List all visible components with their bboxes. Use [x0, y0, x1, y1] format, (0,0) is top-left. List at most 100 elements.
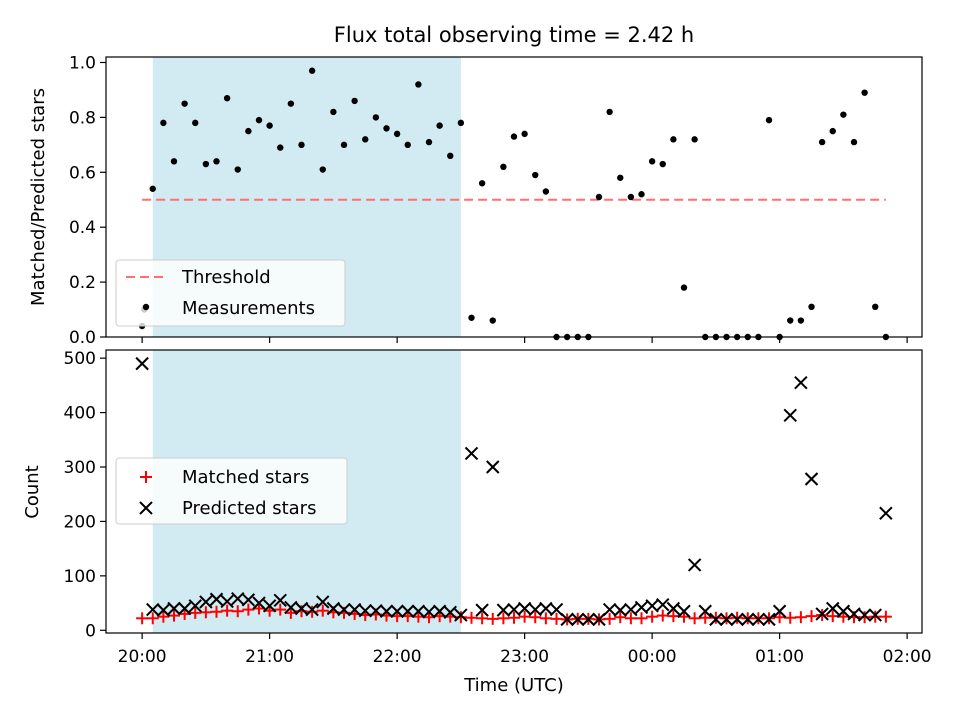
- measurement-point: [245, 127, 252, 135]
- matched-star-marker: [614, 611, 627, 624]
- predicted-star-marker: [199, 595, 213, 609]
- bottom-y-tick-label: 400: [64, 404, 96, 424]
- measurement-point: [818, 138, 826, 146]
- predicted-star-marker: [305, 602, 319, 617]
- matched-star-marker: [731, 611, 744, 624]
- matched-star-marker: [253, 602, 265, 615]
- top-y-tick-label: 0.6: [69, 163, 96, 183]
- top-x-ticks: [141, 337, 908, 343]
- measurement-point: [521, 130, 528, 138]
- predicted-star-marker: [772, 604, 787, 618]
- predicted-star-marker: [517, 601, 532, 616]
- matched-star-marker: [635, 612, 648, 625]
- predicted-star-marker: [592, 612, 606, 627]
- predicted-star-marker: [847, 607, 861, 621]
- measurement-point: [223, 94, 231, 102]
- predicted-star-marker: [624, 602, 638, 617]
- measurement-point: [393, 130, 401, 138]
- matched-star-marker: [773, 611, 786, 624]
- measurement-point: [617, 174, 624, 181]
- legend-threshold-label: Threshold: [181, 267, 271, 288]
- measurement-point: [787, 317, 794, 324]
- matched-star-marker: [858, 611, 871, 624]
- predicted-star-marker: [454, 608, 468, 622]
- predicted-star-marker: [443, 605, 457, 620]
- predicted-star-marker: [507, 602, 521, 617]
- x-tick-label: 21:00: [245, 647, 294, 667]
- top-y-tick-label: 0.0: [69, 328, 96, 348]
- measurement-point: [383, 125, 390, 132]
- predicted-star-marker: [146, 602, 160, 617]
- matched-star-marker: [231, 605, 244, 618]
- predicted-star-marker: [539, 601, 553, 616]
- matched-star-marker: [624, 612, 637, 625]
- measurement-point: [670, 136, 677, 143]
- bottom-y-tick-label: 200: [64, 512, 96, 532]
- measurement-point: [808, 303, 815, 311]
- predicted-star-marker: [347, 602, 362, 617]
- predicted-star-marker: [666, 601, 681, 616]
- predicted-star-marker: [730, 612, 744, 627]
- predicted-star-marker: [868, 608, 882, 622]
- matched-star-marker: [550, 612, 563, 625]
- measurement-point: [468, 314, 475, 321]
- predicted-star-marker: [762, 612, 776, 627]
- matched-star-marker: [221, 604, 234, 617]
- predicted-star-marker: [560, 612, 574, 627]
- predicted-star-marker: [571, 612, 585, 627]
- predicted-star-marker: [294, 601, 309, 616]
- measurement-point: [829, 127, 836, 135]
- measurement-point: [872, 303, 879, 311]
- predicted-star-marker: [496, 603, 511, 617]
- matched-legend-icon: [140, 471, 152, 483]
- measurement-point: [160, 119, 167, 127]
- matched-star-marker: [518, 610, 531, 623]
- matched-star-marker: [423, 611, 435, 624]
- predicted-star-marker: [677, 604, 691, 618]
- matched-star-marker: [136, 612, 149, 625]
- measurement-point: [595, 193, 603, 201]
- matched-star-marker: [837, 610, 850, 623]
- matched-star-marker: [656, 609, 669, 622]
- predicted-star-marker: [369, 603, 383, 618]
- predicted-star-marker: [486, 460, 500, 474]
- predicted-star-marker: [783, 408, 797, 423]
- predicted-star-marker: [645, 599, 659, 613]
- predicted-star-marker: [549, 602, 564, 617]
- measurement-point: [840, 111, 847, 118]
- matched-star-marker: [157, 610, 170, 623]
- predicted-star-marker: [581, 612, 596, 627]
- measurement-point: [680, 284, 688, 291]
- measurement-point: [319, 166, 326, 173]
- predicted-star-marker: [167, 601, 181, 616]
- predicted-star-marker: [602, 602, 617, 617]
- measurement-point: [691, 136, 698, 143]
- predicted-star-marker: [794, 375, 808, 390]
- predicted-star-marker: [687, 558, 702, 572]
- predicted-markers: [135, 356, 893, 627]
- matched-star-marker: [412, 610, 425, 623]
- matched-star-marker: [879, 610, 892, 623]
- predicted-star-marker: [316, 595, 330, 609]
- matched-star-marker: [508, 611, 520, 624]
- bottom-y-tick-label: 300: [64, 458, 96, 478]
- predicted-star-marker: [656, 597, 670, 612]
- matched-star-marker: [476, 612, 489, 625]
- legend-predicted-label: Predicted stars: [182, 498, 316, 519]
- predicted-star-marker: [273, 593, 287, 608]
- measurement-point: [648, 158, 656, 165]
- matched-star-marker: [146, 612, 159, 625]
- predicted-star-marker: [698, 604, 712, 618]
- x-tick-label: 01:00: [755, 647, 804, 667]
- x-tick-label: 22:00: [373, 647, 422, 667]
- measurement-point: [330, 108, 337, 116]
- predicted-star-marker: [188, 599, 202, 613]
- measurement-point: [351, 97, 358, 105]
- predicted-star-marker: [284, 600, 298, 615]
- measurement-point: [266, 122, 273, 129]
- x-tick-label: 02:00: [883, 647, 932, 667]
- measurement-point: [447, 152, 454, 160]
- measurement-point: [340, 141, 348, 149]
- measurement-point: [638, 191, 645, 198]
- measurement-point: [149, 185, 156, 192]
